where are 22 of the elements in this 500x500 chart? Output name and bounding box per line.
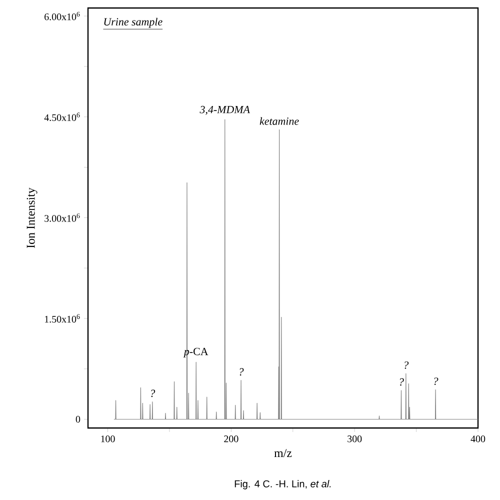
annotation: ? — [404, 361, 409, 369]
x-axis-title: m/z — [274, 449, 292, 458]
y-tick-label: 1.50x10$^{6}$ — [44, 314, 80, 323]
annotation: Urine sample — [104, 18, 162, 28]
annotation: ketamine — [260, 117, 299, 125]
annotation: ? — [400, 378, 404, 386]
annotation: p-CA — [183, 348, 208, 358]
annotation: ? — [434, 378, 438, 385]
annotation: ? — [240, 368, 244, 376]
x-tick-label: 200 — [224, 436, 238, 442]
annotation: ? — [151, 390, 156, 398]
caption: Fig. 4 C. -H. Lin, et al. — [234, 480, 331, 490]
line-series — [114, 119, 478, 420]
x-tick-label: 300 — [348, 436, 362, 442]
x-tick-label: 400 — [470, 436, 486, 442]
annotation: 3,4-MDMA — [200, 106, 250, 115]
x-tick-label: 100 — [101, 436, 115, 442]
y-axis-title: Ion Intensity — [26, 188, 38, 248]
y-tick-label: 3.00x10$^{6}$ — [44, 213, 80, 222]
y-tick-label: 6.00x10$^{6}$ — [44, 12, 80, 20]
y-tick-label: 4.50x10$^{6}$ — [44, 112, 80, 122]
y-tick-label: 0 — [76, 416, 80, 423]
